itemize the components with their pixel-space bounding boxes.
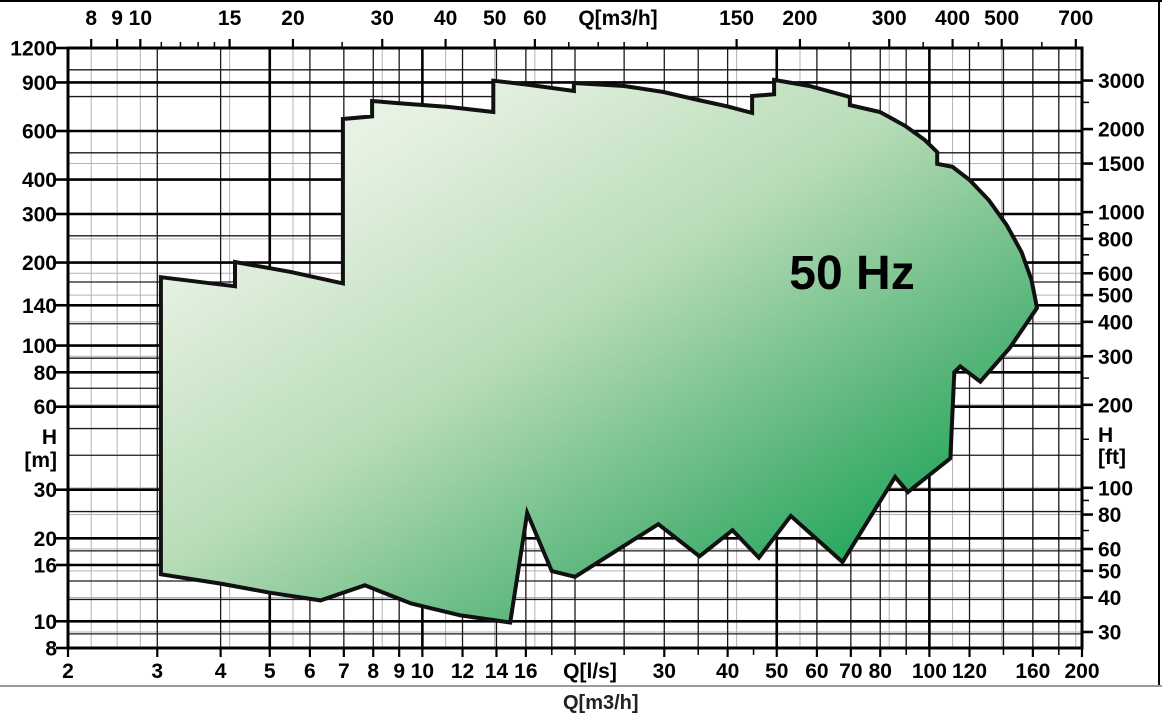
bottom-tick-label: 70 xyxy=(839,660,862,683)
left-tick-label: 20 xyxy=(34,528,57,551)
bottom-tick-label: 200 xyxy=(1064,660,1099,683)
right-tick-label: 40 xyxy=(1098,587,1121,610)
top-tick-label: 500 xyxy=(984,7,1019,30)
left-tick-label: 10 xyxy=(34,611,57,634)
left-tick-label: 140 xyxy=(22,295,57,318)
top-tick-label: 60 xyxy=(523,7,546,30)
page-bottom-separator xyxy=(0,685,1162,687)
left-tick-label: 900 xyxy=(22,72,57,95)
right-tick-label: 3000 xyxy=(1098,70,1145,93)
right-tick-label: 60 xyxy=(1098,538,1121,561)
bottom-axis-unit-label: Q[l/s] xyxy=(563,660,617,683)
left-tick-label: 200 xyxy=(22,252,57,275)
right-tick-label: 30 xyxy=(1098,621,1121,644)
top-tick-label: 50 xyxy=(483,7,506,30)
right-tick-label: 600 xyxy=(1098,263,1133,286)
right-tick-label: 200 xyxy=(1098,394,1133,417)
top-axis-unit-label: Q[m3/h] xyxy=(578,7,657,30)
right-tick-label: 1500 xyxy=(1098,153,1145,176)
left-tick-label: 60 xyxy=(34,396,57,419)
page-right-border xyxy=(1158,0,1160,686)
left-tick-label: 100 xyxy=(22,335,57,358)
bottom-tick-label: 2 xyxy=(62,660,74,683)
bottom-tick-label: 16 xyxy=(514,660,537,683)
left-tick-label: 600 xyxy=(22,121,57,144)
bottom-tick-label: 100 xyxy=(912,660,947,683)
bottom-tick-label: 40 xyxy=(716,660,739,683)
left-tick-label: 80 xyxy=(34,362,57,385)
left-tick-label: 30 xyxy=(34,479,57,502)
right-tick-label: 100 xyxy=(1098,477,1133,500)
top-tick-label: 150 xyxy=(719,7,754,30)
left-axis-unit-m: [m] xyxy=(24,449,57,472)
next-chart-partial-label: Q[m3/h] xyxy=(563,692,639,714)
top-tick-label: 700 xyxy=(1058,7,1093,30)
bottom-tick-label: 120 xyxy=(952,660,987,683)
right-axis-unit-ft: [ft] xyxy=(1098,446,1126,469)
axis-ticks xyxy=(56,39,1093,657)
bottom-tick-label: 3 xyxy=(151,660,163,683)
top-tick-label: 400 xyxy=(935,7,970,30)
bottom-tick-label: 7 xyxy=(338,660,350,683)
top-tick-label: 200 xyxy=(782,7,817,30)
left-tick-label: 1200 xyxy=(10,38,57,61)
left-tick-label: 400 xyxy=(22,169,57,192)
bottom-tick-label: 8 xyxy=(367,660,379,683)
left-tick-label: 300 xyxy=(22,204,57,227)
top-tick-label: 20 xyxy=(281,7,304,30)
top-tick-label: 40 xyxy=(434,7,457,30)
top-tick-label: 30 xyxy=(371,7,394,30)
bottom-tick-label: 60 xyxy=(805,660,828,683)
left-tick-label: 16 xyxy=(34,554,57,577)
right-tick-label: 500 xyxy=(1098,285,1133,308)
bottom-tick-label: 4 xyxy=(215,660,227,683)
top-tick-label: 9 xyxy=(111,7,123,30)
bottom-tick-label: 12 xyxy=(451,660,474,683)
bottom-tick-label: 30 xyxy=(653,660,676,683)
frequency-label: 50 Hz xyxy=(789,247,914,300)
right-tick-label: 50 xyxy=(1098,560,1121,583)
right-tick-label: 800 xyxy=(1098,228,1133,251)
page-top-border xyxy=(0,0,1162,2)
right-tick-label: 1000 xyxy=(1098,202,1145,225)
bottom-tick-label: 14 xyxy=(485,660,509,683)
top-tick-label: 15 xyxy=(218,7,242,30)
top-tick-label: 300 xyxy=(872,7,907,30)
bottom-tick-label: 6 xyxy=(304,660,316,683)
left-tick-label: 8 xyxy=(45,638,57,661)
bottom-tick-label: 80 xyxy=(869,660,892,683)
bottom-tick-label: 5 xyxy=(264,660,276,683)
bottom-tick-label: 160 xyxy=(1015,660,1050,683)
bottom-tick-label: 10 xyxy=(411,660,434,683)
right-tick-label: 80 xyxy=(1098,504,1121,527)
right-tick-label: 300 xyxy=(1098,346,1133,369)
right-tick-label: 400 xyxy=(1098,311,1133,334)
right-tick-label: 2000 xyxy=(1098,119,1145,142)
top-tick-label: 8 xyxy=(85,7,97,30)
right-axis-unit-h: H xyxy=(1098,424,1113,447)
bottom-tick-label: 50 xyxy=(765,660,788,683)
top-tick-label: 10 xyxy=(129,7,152,30)
left-axis-unit-h: H xyxy=(42,426,57,449)
bottom-tick-label: 9 xyxy=(393,660,405,683)
pump-envelope-area xyxy=(158,77,1040,625)
